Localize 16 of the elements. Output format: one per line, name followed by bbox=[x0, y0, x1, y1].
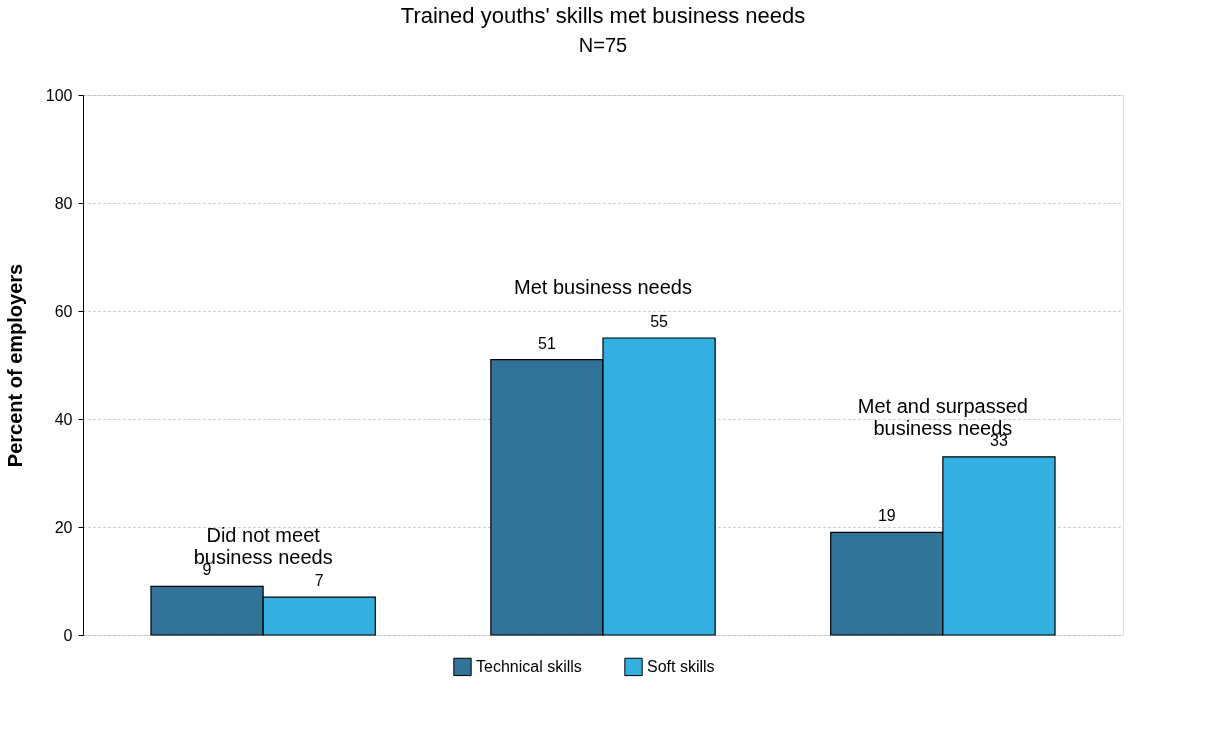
chart-title: Trained youths' skills met business needs bbox=[400, 3, 806, 28]
data-label: 55 bbox=[650, 313, 669, 330]
data-label: 51 bbox=[538, 334, 556, 352]
y-tick-label: 20 bbox=[54, 518, 73, 536]
y-axis-title: Percent of employers bbox=[3, 263, 26, 468]
data-label: 19 bbox=[877, 507, 896, 525]
y-tick-label: 100 bbox=[45, 86, 73, 104]
data-label: 7 bbox=[314, 572, 324, 590]
y-tick-label: 40 bbox=[54, 410, 73, 428]
y-tick-label: 60 bbox=[54, 302, 73, 320]
x-tick-label: Met business needs bbox=[514, 276, 692, 298]
chart-subtitle: N=75 bbox=[578, 34, 628, 56]
legend-label: Technical skills bbox=[476, 657, 582, 675]
y-tick-label: 80 bbox=[54, 194, 73, 212]
legend-label: Soft skills bbox=[647, 657, 715, 675]
y-tick-label: 0 bbox=[63, 626, 73, 644]
